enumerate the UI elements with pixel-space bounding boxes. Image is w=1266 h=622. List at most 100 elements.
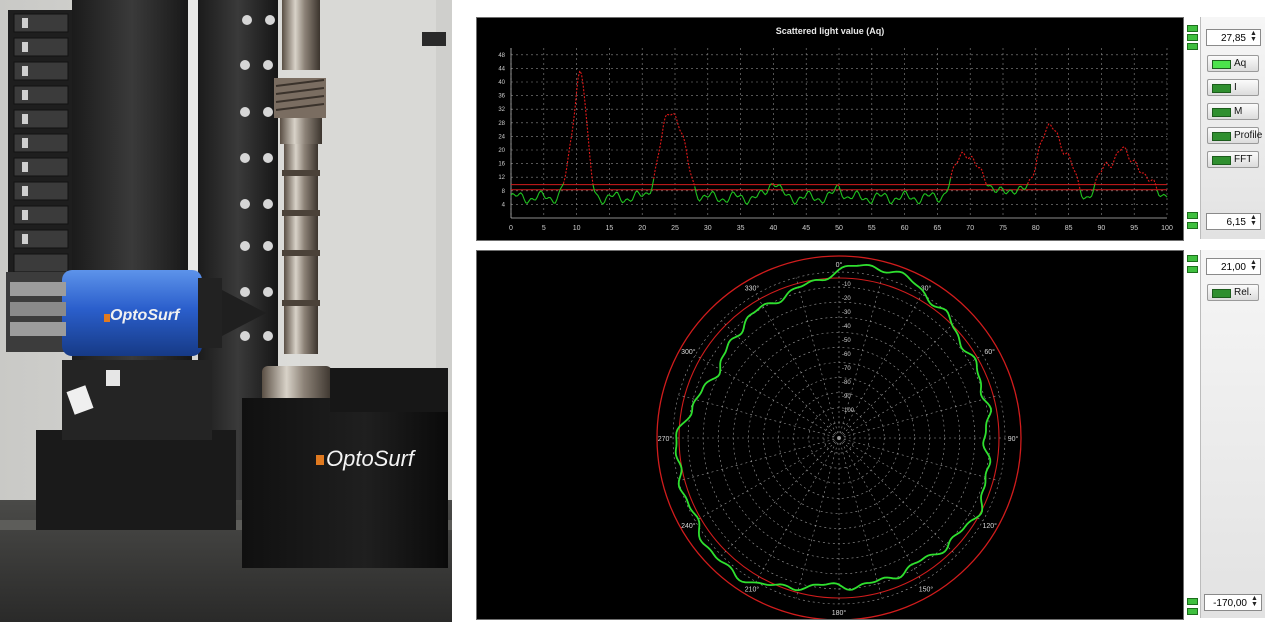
trace-below-threshold	[1156, 190, 1168, 198]
indicator-led	[1187, 34, 1198, 41]
trace-below-threshold	[986, 183, 1029, 195]
toggle-m-label: M	[1234, 106, 1243, 117]
polar-upper-value: 21,00	[1220, 262, 1246, 273]
y-tick-label: 8	[502, 189, 506, 195]
polar-chart-controls: 21,00 ▲ ▼ Rel. -170,00 ▲ ▼	[1200, 250, 1265, 618]
lower-limit-spinner[interactable]: 6,15 ▲ ▼	[1206, 213, 1261, 230]
lower-limit-value: 6,15	[1226, 217, 1246, 228]
x-tick-label: 10	[573, 225, 581, 232]
x-tick-label: 45	[802, 225, 810, 232]
trace-above-threshold	[1027, 123, 1081, 190]
polar-grid-spoke	[755, 294, 840, 439]
x-tick-label: 80	[1032, 225, 1040, 232]
toggle-rel-button[interactable]: Rel.	[1207, 284, 1259, 301]
polar-grid-spoke	[695, 354, 840, 439]
y-tick-label: 28	[498, 121, 505, 127]
trace-below-threshold	[510, 183, 564, 204]
toggle-i-label: I	[1234, 82, 1237, 93]
radial-label: -20	[842, 296, 851, 302]
radial-label: -70	[842, 366, 851, 372]
trace-below-threshold	[694, 182, 773, 206]
outer-limit-circle	[656, 255, 1022, 619]
polar-grid-spoke	[678, 437, 840, 482]
toggle-aq-button[interactable]: Aq	[1207, 55, 1259, 72]
angle-label: 120°	[982, 522, 997, 530]
angle-label: 150°	[919, 586, 934, 594]
polar-grid-spoke	[838, 294, 923, 439]
y-tick-label: 44	[498, 66, 505, 72]
polar-grid-spoke	[721, 320, 840, 439]
y-tick-label: 20	[498, 148, 505, 154]
indicator-led	[1187, 266, 1198, 273]
trace-below-threshold	[838, 178, 952, 205]
trace-above-threshold	[653, 112, 696, 187]
upper-limit-spinner[interactable]: 27,85 ▲ ▼	[1206, 29, 1261, 46]
x-tick-label: 100	[1161, 225, 1173, 232]
line-chart-panel: Scattered light value (Aq) 0 5 10 15 20 25 30 3…	[476, 17, 1184, 241]
toggle-i-button[interactable]: I	[1207, 79, 1259, 96]
toggle-profile-label: Profile	[1234, 130, 1263, 141]
polar-grid-spoke	[838, 437, 1000, 482]
polar-grid-spoke	[795, 277, 840, 439]
y-tick-label: 36	[498, 94, 505, 100]
trace-above-threshold	[949, 151, 988, 186]
angle-label: 90°	[1008, 435, 1019, 443]
x-tick-label: 95	[1130, 225, 1138, 232]
sensor-brand-label: OptoSurf	[110, 307, 180, 324]
box-brand-label: OptoSurf	[326, 446, 415, 471]
y-tick-label: 12	[498, 175, 505, 181]
polar-grid-spoke	[721, 437, 840, 556]
angle-label: 0°	[836, 261, 843, 269]
indicator-led	[1187, 598, 1198, 605]
y-tick-label: 40	[498, 80, 505, 86]
roundness-trace	[674, 263, 993, 592]
x-tick-label: 90	[1098, 225, 1106, 232]
x-tick-label: 30	[704, 225, 712, 232]
angle-label: 270°	[658, 435, 673, 443]
toggle-led-icon	[1212, 60, 1231, 69]
y-tick-label: 48	[498, 53, 505, 59]
polar-grid-spoke	[838, 437, 957, 556]
indicator-led	[1187, 43, 1198, 50]
polar-chart: 0° 330° 300° 270° 240° 210° 180° 150° 120° 90° 60°…	[656, 255, 1022, 619]
angle-label: 300°	[681, 348, 696, 356]
x-tick-label: 60	[901, 225, 909, 232]
line-chart-title: Scattered light value (Aq)	[775, 26, 885, 36]
indicator-led	[1187, 255, 1198, 262]
toggle-aq-label: Aq	[1234, 58, 1247, 69]
trace-below-threshold	[1079, 183, 1096, 200]
angle-label: 330°	[745, 284, 760, 292]
x-tick-label: 0	[509, 225, 513, 232]
polar-grid-spoke	[838, 354, 983, 439]
toggle-led-icon	[1212, 84, 1231, 93]
radial-label: -90	[842, 394, 851, 400]
radial-label: -10	[842, 282, 851, 288]
y-tick-label: 4	[502, 202, 506, 208]
toggle-led-icon	[1212, 156, 1231, 165]
spin-arrows-icon[interactable]: ▲ ▼	[1251, 595, 1258, 608]
x-tick-label: 40	[770, 225, 778, 232]
polar-grid-spoke	[678, 394, 840, 439]
y-tick-label: 24	[498, 134, 505, 140]
toggle-fft-button[interactable]: FFT	[1207, 151, 1259, 168]
x-tick-label: 15	[606, 225, 614, 232]
angle-label: 240°	[681, 522, 696, 530]
spin-arrows-icon[interactable]: ▲ ▼	[1250, 30, 1257, 43]
toggle-led-icon	[1212, 108, 1231, 117]
polar-grid-spoke	[838, 437, 983, 522]
toggle-profile-button[interactable]: Profile	[1207, 127, 1263, 144]
toggle-m-button[interactable]: M	[1207, 103, 1259, 120]
indicator-led	[1187, 608, 1198, 615]
x-tick-label: 25	[671, 225, 679, 232]
indicator-led	[1187, 222, 1198, 229]
x-tick-label: 50	[835, 225, 843, 232]
spin-arrows-icon[interactable]: ▲ ▼	[1250, 259, 1257, 272]
polar-upper-spinner[interactable]: 21,00 ▲ ▼	[1206, 258, 1261, 275]
radial-label: -40	[842, 324, 851, 330]
upper-limit-value: 27,85	[1220, 33, 1246, 44]
polar-lower-spinner[interactable]: -170,00 ▲ ▼	[1204, 594, 1262, 611]
spin-arrows-icon[interactable]: ▲ ▼	[1250, 214, 1257, 227]
x-tick-label: 65	[934, 225, 942, 232]
polar-grid-spoke	[838, 320, 957, 439]
polar-grid-spoke	[838, 437, 923, 582]
